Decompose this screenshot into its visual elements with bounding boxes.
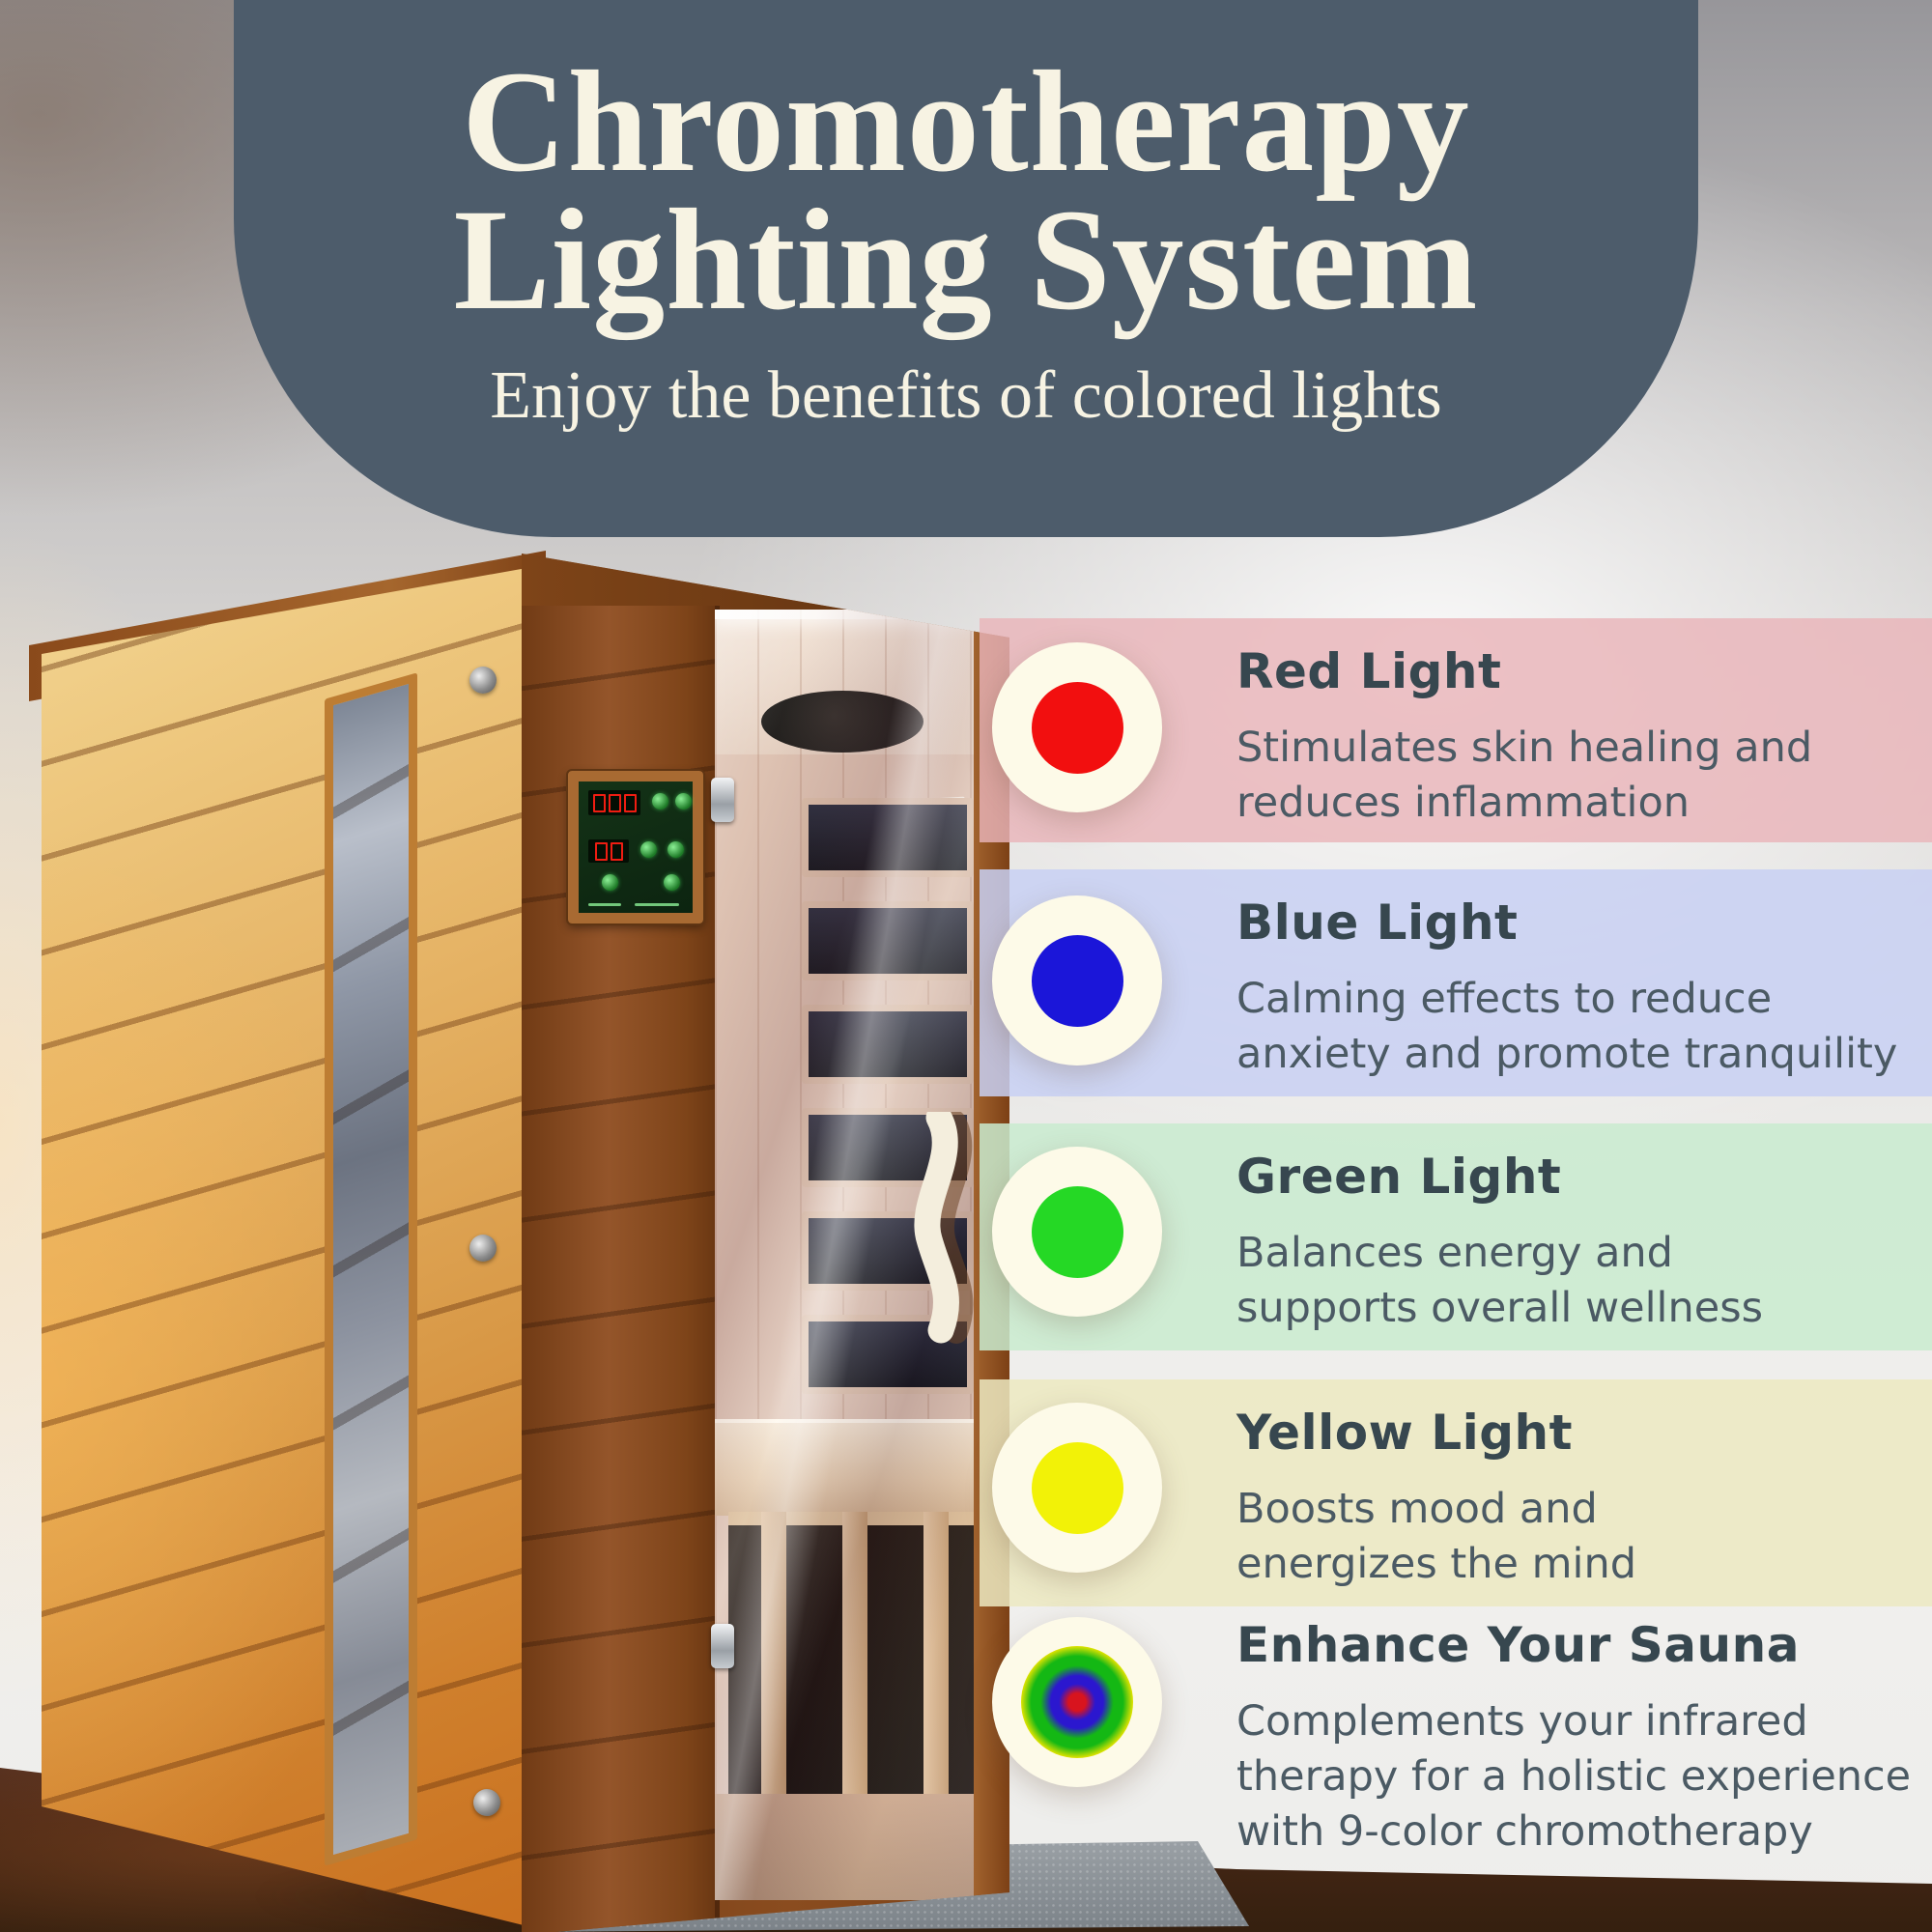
benefit-description: Complements your infrared therapy for a … bbox=[1236, 1697, 1912, 1857]
benefit-title: Red Light bbox=[1236, 643, 1502, 699]
sauna-front-face bbox=[522, 554, 1009, 1932]
panel-button-icon bbox=[640, 841, 657, 858]
panel-label bbox=[635, 903, 679, 906]
legend-circle bbox=[992, 1617, 1162, 1787]
page-title: Chromotherapy Lighting System bbox=[234, 0, 1698, 340]
under-bench-heater bbox=[728, 1512, 974, 1794]
door-led-light-strip bbox=[715, 610, 974, 619]
blue-light-dot-icon bbox=[1031, 934, 1123, 1027]
legend-circle bbox=[992, 1147, 1162, 1317]
sauna-bench bbox=[715, 1419, 974, 1516]
timer-display bbox=[588, 839, 629, 863]
bench-post bbox=[842, 1512, 867, 1794]
sauna-glass-door bbox=[715, 610, 974, 1900]
benefit-description: Calming effects to reduce anxiety and pr… bbox=[1236, 975, 1898, 1079]
benefit-title: Enhance Your Sauna bbox=[1236, 1617, 1800, 1673]
sauna-side-window bbox=[325, 672, 417, 1866]
legend-circle bbox=[992, 1403, 1162, 1573]
panel-button-icon bbox=[675, 793, 692, 810]
page-title-line1: Chromotherapy bbox=[462, 42, 1470, 202]
red-light-dot-icon bbox=[1031, 681, 1123, 774]
panel-button-icon bbox=[664, 874, 680, 891]
panel-button-icon bbox=[602, 874, 618, 891]
benefit-description: Stimulates skin healing and reduces infl… bbox=[1236, 724, 1813, 828]
benefit-title: Yellow Light bbox=[1236, 1405, 1574, 1461]
temperature-display bbox=[588, 790, 640, 815]
benefit-text: Yellow Light Boosts mood and energizes t… bbox=[1236, 1408, 1913, 1592]
benefit-title: Green Light bbox=[1236, 1149, 1562, 1205]
sauna-interior-floor bbox=[715, 1794, 974, 1900]
infrared-heater-panel bbox=[802, 1005, 974, 1084]
seven-segment-digit-icon bbox=[594, 841, 608, 861]
sauna-control-panel bbox=[566, 769, 705, 925]
seven-segment-digit-icon bbox=[610, 841, 623, 861]
multicolor-light-dot-icon bbox=[1021, 1646, 1133, 1758]
bench-post bbox=[761, 1512, 786, 1794]
panel-button-icon bbox=[668, 841, 684, 858]
page-title-line2: Lighting System bbox=[453, 179, 1479, 340]
benefit-description: Boosts mood and energizes the mind bbox=[1236, 1485, 1637, 1589]
ceiling-speaker-icon bbox=[761, 691, 923, 753]
green-light-dot-icon bbox=[1031, 1185, 1123, 1278]
legend-circle bbox=[992, 642, 1162, 812]
door-latch-icon bbox=[469, 1235, 497, 1262]
benefit-text: Blue Light Calming effects to reduce anx… bbox=[1236, 898, 1913, 1082]
door-latch-icon bbox=[469, 667, 497, 694]
seven-segment-digit-icon bbox=[623, 793, 637, 812]
panel-button-icon bbox=[652, 793, 668, 810]
door-hinge-icon bbox=[711, 1624, 734, 1668]
benefit-text: Red Light Stimulates skin healing and re… bbox=[1236, 647, 1913, 831]
page-subtitle: Enjoy the benefits of colored lights bbox=[490, 358, 1442, 433]
benefit-text: Enhance Your Sauna Complements your infr… bbox=[1236, 1621, 1913, 1861]
sauna-left-wall bbox=[42, 565, 543, 1930]
infrared-heater-panel bbox=[802, 798, 974, 877]
seven-segment-digit-icon bbox=[592, 793, 606, 812]
yellow-light-dot-icon bbox=[1031, 1441, 1123, 1534]
benefit-text: Green Light Balances energy and supports… bbox=[1236, 1152, 1913, 1336]
header-banner: Chromotherapy Lighting System Enjoy the … bbox=[234, 0, 1698, 537]
seven-segment-digit-icon bbox=[608, 793, 621, 812]
panel-label bbox=[588, 903, 621, 906]
benefit-description: Balances energy and supports overall wel… bbox=[1236, 1229, 1763, 1333]
benefit-title: Blue Light bbox=[1236, 895, 1519, 951]
bench-post bbox=[923, 1512, 949, 1794]
door-latch-icon bbox=[473, 1789, 500, 1816]
door-handle-icon bbox=[914, 1112, 974, 1344]
door-hinge-icon bbox=[711, 778, 734, 822]
legend-circle bbox=[992, 895, 1162, 1065]
infrared-heater-panel bbox=[802, 901, 974, 980]
